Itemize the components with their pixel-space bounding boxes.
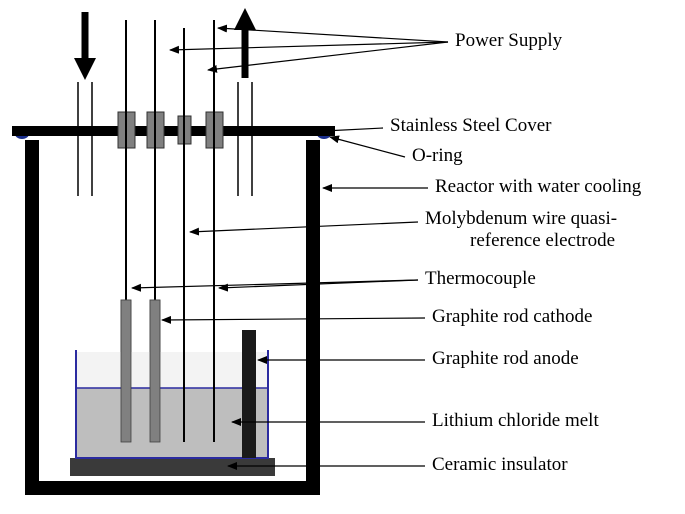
label-insulator: Ceramic insulator	[432, 454, 568, 476]
label-cathode: Graphite rod cathode	[432, 306, 592, 328]
label-thermocouple: Thermocouple	[425, 268, 536, 290]
label-anode: Graphite rod anode	[432, 348, 579, 370]
diagram-root: Power Supply Stainless Steel Cover O-rin…	[0, 0, 685, 514]
gas-tubes	[78, 82, 252, 196]
label-melt: Lithium chloride melt	[432, 410, 599, 432]
flow-arrows	[74, 8, 256, 80]
label-power-supply: Power Supply	[455, 30, 562, 52]
ceramic-insulator	[70, 458, 275, 476]
label-mo-wire-1: Molybdenum wire quasi-	[425, 208, 617, 230]
label-reactor: Reactor with water cooling	[435, 176, 641, 198]
label-o-ring: O-ring	[412, 145, 463, 167]
label-mo-wire-2: reference electrode	[470, 230, 615, 252]
diagram-svg	[0, 0, 685, 514]
stainless-steel-cover	[12, 126, 335, 136]
label-stainless-cover: Stainless Steel Cover	[390, 115, 551, 137]
